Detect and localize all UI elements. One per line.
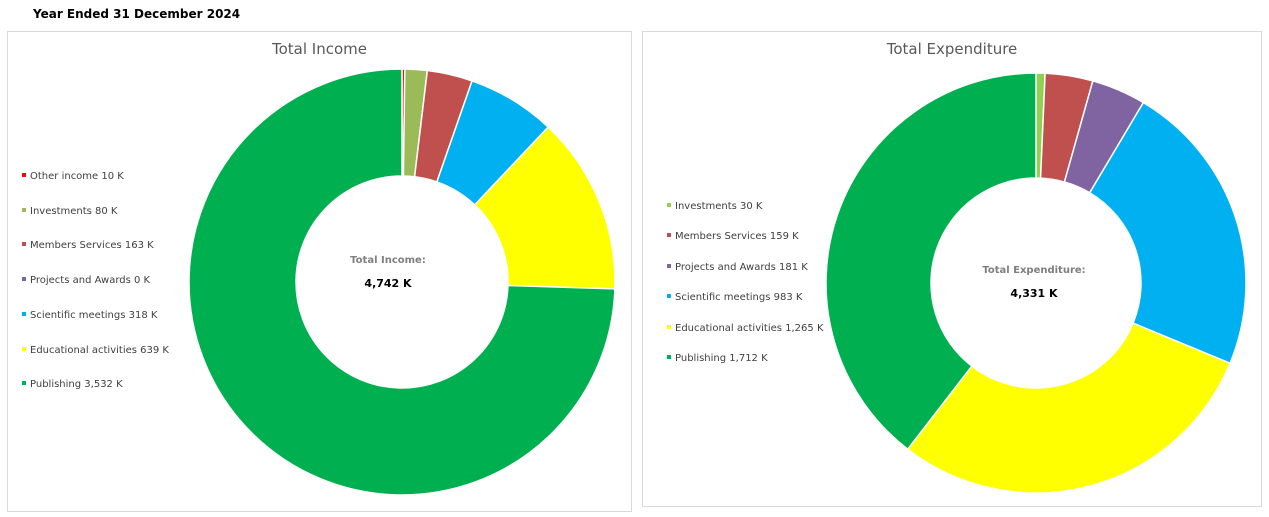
legend-item-members-services: Members Services 163 K: [22, 240, 154, 251]
legend-item-projects-and-awards: Projects and Awards 181 K: [667, 262, 808, 273]
legend-swatch: [667, 324, 671, 329]
page-heading: Year Ended 31 December 2024: [33, 7, 241, 21]
legend-swatch: [22, 311, 26, 316]
legend-swatch: [667, 203, 671, 207]
legend-item-investments: Investments 80 K: [22, 206, 118, 217]
legend-swatch: [667, 233, 671, 238]
slice-publishing: [825, 72, 1037, 451]
center-label-text: Total Income:: [350, 255, 426, 266]
legend-swatch: [22, 173, 26, 177]
legend-item-other-income: Other income 10 K: [22, 171, 124, 182]
legend-swatch: [22, 381, 26, 386]
legend-swatch: [22, 346, 26, 351]
legend-item-publishing: Publishing 3,532 K: [22, 379, 123, 390]
legend-swatch: [22, 277, 26, 282]
legend-label: Other income 10 K: [30, 171, 124, 182]
legend-label: Members Services 159 K: [675, 231, 799, 243]
legend-label: Scientific meetings 983 K: [675, 292, 803, 304]
legend-item-educational-activities: Educational activities 1,265 K: [667, 323, 824, 334]
legend-item-educational-activities: Educational activities 639 K: [22, 345, 169, 356]
legend-label: Publishing 1,712 K: [675, 353, 768, 364]
legend-swatch: [667, 263, 671, 268]
expenditure-legend: Investments 30 K Members Services 159 K Pr…: [667, 201, 837, 401]
legend-item-publishing: Publishing 1,712 K: [667, 353, 768, 364]
donut-center-label: Total Expenditure: 4,331 K: [974, 265, 1094, 300]
legend-item-scientific-meetings: Scientific meetings 983 K: [667, 292, 802, 303]
legend-label: Investments 80 K: [30, 205, 118, 217]
income-chart-panel: Total Income Other income 10 K Investment…: [7, 31, 632, 512]
expenditure-donut-chart: [825, 72, 1247, 494]
legend-label: Investments 30 K: [675, 201, 763, 212]
center-value-text: 4,331 K: [1010, 287, 1058, 300]
legend-label: Members Services 163 K: [30, 240, 154, 252]
legend-label: Projects and Awards 0 K: [30, 275, 151, 287]
slice-scientific-meetings: [1088, 101, 1247, 365]
legend-label: Publishing 3,532 K: [30, 379, 123, 391]
slice-educational-activities: [906, 322, 1232, 494]
legend-item-members-services: Members Services 159 K: [667, 231, 799, 242]
chart-title: Total Income: [272, 40, 367, 58]
legend-item-scientific-meetings: Scientific meetings 318 K: [22, 310, 157, 321]
legend-label: Projects and Awards 181 K: [675, 261, 808, 273]
legend-item-projects-and-awards: Projects and Awards 0 K: [22, 275, 150, 286]
legend-swatch: [667, 355, 671, 359]
slice-publishing: [188, 68, 616, 496]
legend-swatch: [667, 294, 671, 299]
legend-item-investments: Investments 30 K: [667, 201, 763, 212]
legend-label: Scientific meetings 318 K: [30, 309, 158, 321]
center-value-text: 4,742 K: [364, 277, 412, 290]
legend-label: Educational activities 639 K: [30, 344, 169, 356]
income-donut-chart: [188, 68, 616, 496]
center-label-text: Total Expenditure:: [982, 265, 1086, 276]
donut-center-label: Total Income: 4,742 K: [338, 255, 438, 290]
expenditure-chart-panel: Total Expenditure Investments 30 K Member…: [642, 31, 1262, 507]
legend-swatch: [22, 207, 26, 212]
legend-label: Educational activities 1,265 K: [675, 322, 824, 334]
income-legend: Other income 10 K Investments 80 K Members…: [22, 171, 192, 401]
legend-swatch: [22, 242, 26, 247]
chart-title: Total Expenditure: [886, 40, 1018, 58]
